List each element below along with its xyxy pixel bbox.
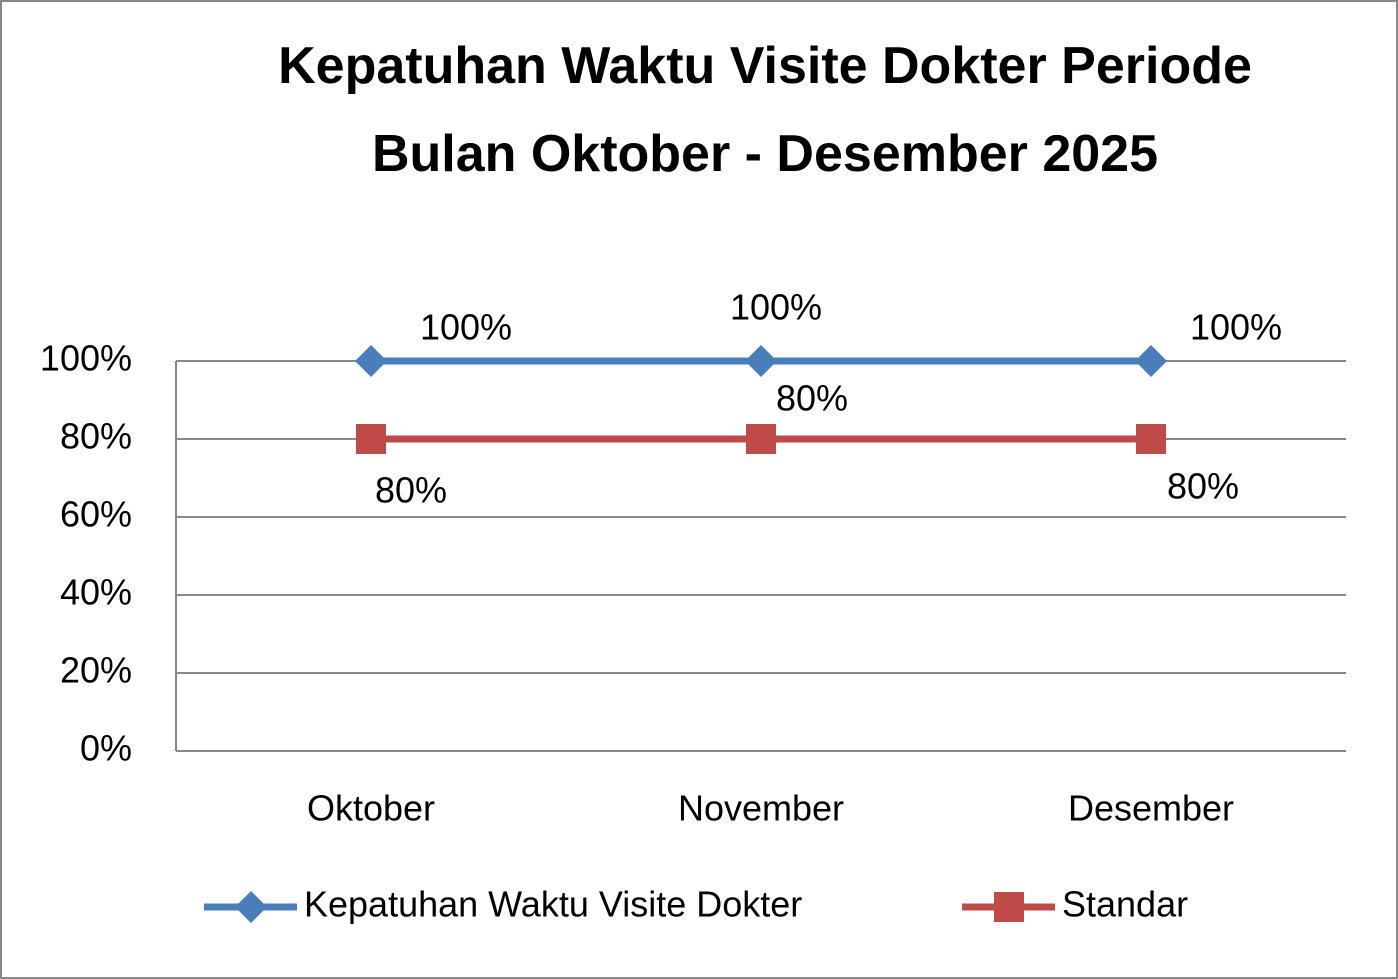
legend-marker <box>994 892 1024 922</box>
data-point <box>356 424 386 454</box>
y-tick-label: 80% <box>60 416 132 457</box>
data-point <box>355 345 387 377</box>
data-point <box>745 345 777 377</box>
y-tick-label: 60% <box>60 494 132 535</box>
x-tick-label: Oktober <box>307 788 435 829</box>
y-tick-label: 100% <box>40 338 132 379</box>
chart-title: Kepatuhan Waktu Visite Dokter Periode Bu… <box>278 37 1252 183</box>
data-point <box>746 424 776 454</box>
data-label: 80% <box>1167 466 1239 507</box>
y-tick-label: 0% <box>80 728 132 769</box>
x-tick-label: November <box>678 788 844 829</box>
data-label: 100% <box>730 287 822 328</box>
data-label: 80% <box>776 378 848 419</box>
data-point <box>1136 424 1166 454</box>
legend-label: Standar <box>1062 884 1188 925</box>
x-tick-label: Desember <box>1068 788 1234 829</box>
data-label: 100% <box>1190 307 1282 348</box>
legend-marker <box>235 891 267 923</box>
data-label: 100% <box>420 307 512 348</box>
data-point <box>1135 345 1167 377</box>
data-label: 80% <box>375 470 447 511</box>
y-tick-label: 40% <box>60 572 132 613</box>
legend-label: Kepatuhan Waktu Visite Dokter <box>304 884 802 925</box>
y-tick-label: 20% <box>60 650 132 691</box>
